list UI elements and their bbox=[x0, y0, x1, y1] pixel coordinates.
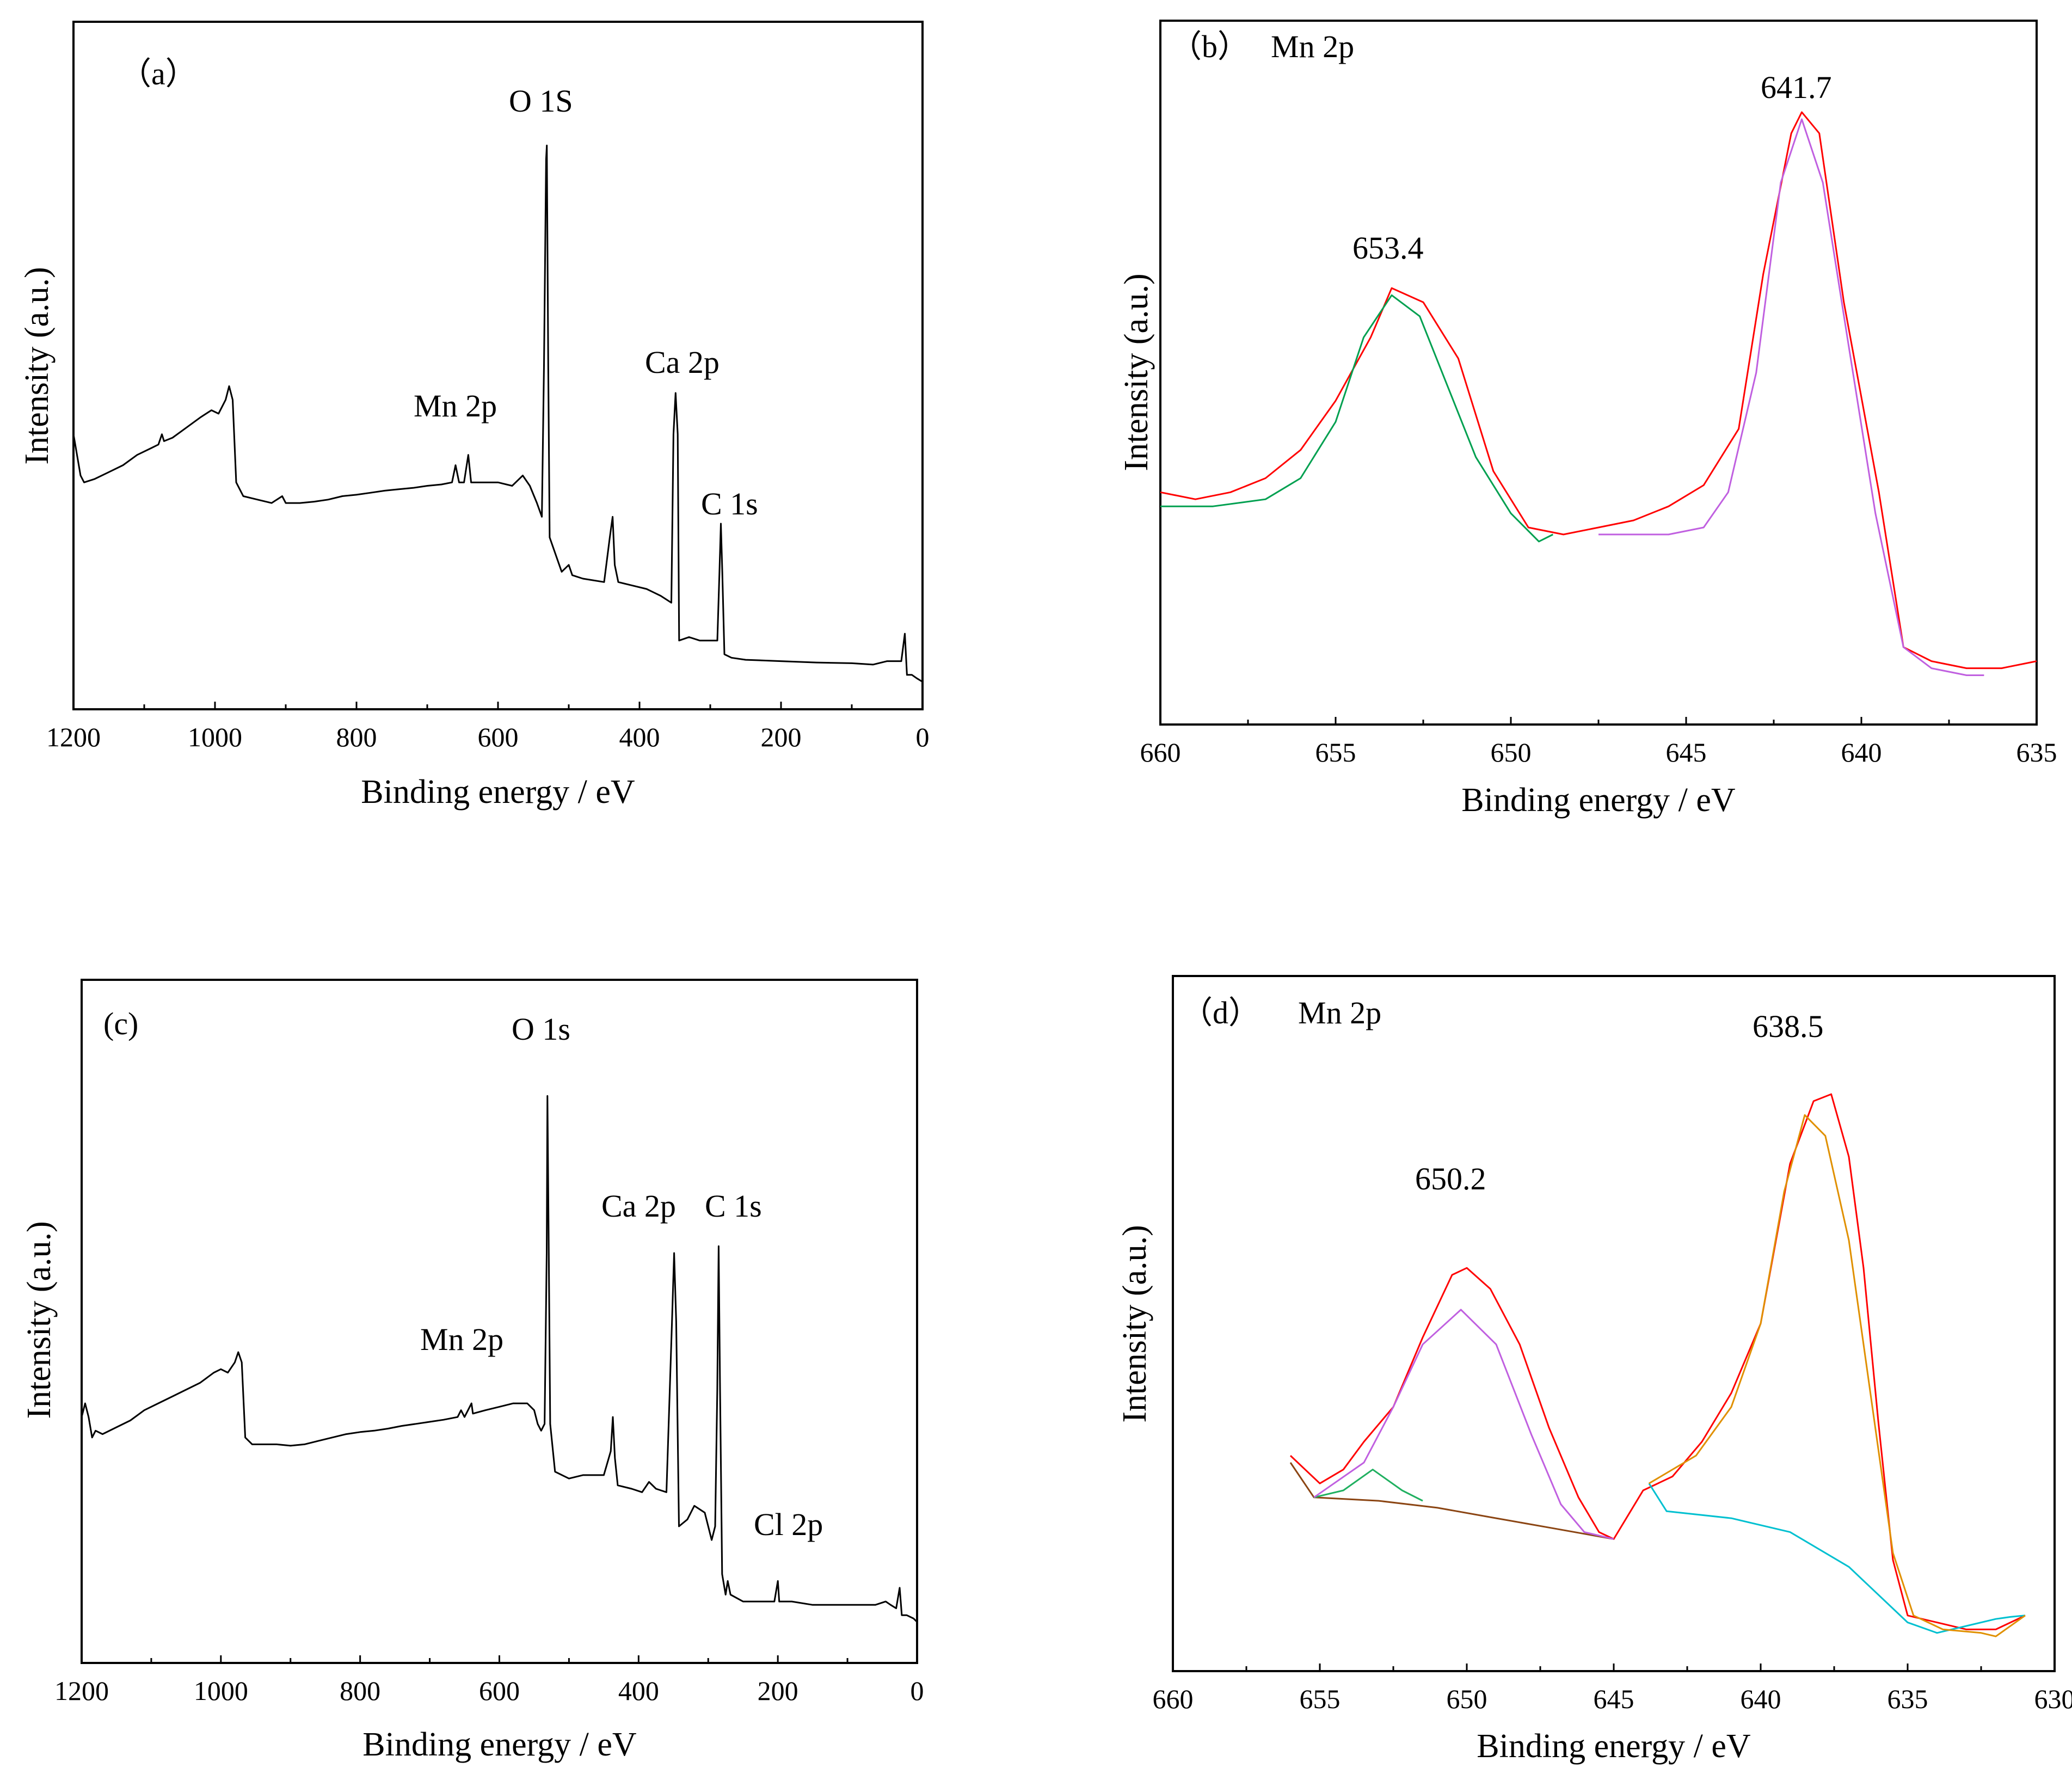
peak-label-638-5: 638.5 bbox=[1753, 1009, 1824, 1044]
x-tick-label: 660 bbox=[1140, 737, 1181, 768]
x-tick-label: 200 bbox=[758, 1675, 798, 1706]
x-axis-label: Binding energy / eV bbox=[361, 774, 635, 811]
peak-label-c1s: C 1s bbox=[705, 1188, 762, 1224]
series-line-background-1 bbox=[1289, 1462, 1614, 1540]
x-tick-label: 650 bbox=[1491, 737, 1532, 768]
peak-label-o1s: O 1S bbox=[509, 83, 573, 119]
x-tick-label: 635 bbox=[1887, 1684, 1928, 1714]
panel-d-mn2p-spectrum: 660 655 650 645 640 635 630 （d） Mn 2p 650.2 63… bbox=[1116, 975, 2072, 1765]
x-tick-label: 1000 bbox=[194, 1675, 248, 1706]
plot-frame bbox=[72, 21, 924, 710]
series-group bbox=[1289, 1093, 2026, 1637]
series-line-fit-653-4 bbox=[1313, 1469, 1423, 1502]
x-tick-label: 400 bbox=[618, 1675, 659, 1706]
panel-label: (c) bbox=[103, 1006, 138, 1041]
peak-label-653-4: 653.4 bbox=[1352, 230, 1424, 266]
x-tick-label: 660 bbox=[1153, 1684, 1194, 1714]
peak-label-mn2p: Mn 2p bbox=[420, 1322, 503, 1357]
x-tick-label: 640 bbox=[1841, 737, 1882, 768]
series-line-fit-653-4 bbox=[1160, 294, 1553, 543]
y-axis-label: Intensity (a.u.) bbox=[1116, 1225, 1153, 1422]
x-axis-ticks: 1200 1000 800 600 400 200 0 bbox=[54, 1655, 924, 1706]
x-tick-label: 645 bbox=[1666, 737, 1707, 768]
series-line-raw bbox=[1160, 111, 2037, 670]
x-tick-label: 655 bbox=[1300, 1684, 1341, 1714]
panel-label: （b） bbox=[1170, 29, 1249, 64]
plot-frame bbox=[1172, 975, 2056, 1672]
series-group bbox=[1160, 111, 2037, 676]
x-tick-label: 600 bbox=[479, 1675, 520, 1706]
x-tick-label: 0 bbox=[916, 722, 930, 752]
x-tick-label: 1200 bbox=[54, 1675, 109, 1706]
x-tick-label: 200 bbox=[761, 722, 802, 752]
peak-label-c1s: C 1s bbox=[701, 486, 758, 521]
x-tick-label: 645 bbox=[1594, 1684, 1634, 1714]
series-line-fit-650-2 bbox=[1313, 1309, 1614, 1540]
panel-title: Mn 2p bbox=[1271, 29, 1354, 64]
series-group bbox=[72, 144, 923, 683]
x-tick-label: 600 bbox=[478, 722, 519, 752]
y-axis-label: Intensity (a.u.) bbox=[19, 267, 56, 464]
panel-a-survey-spectrum: 1200 1000 800 600 400 200 0 （a） O 1S Ca 2p Mn … bbox=[19, 21, 930, 811]
panel-label: （d） bbox=[1181, 995, 1260, 1030]
x-tick-label: 655 bbox=[1315, 737, 1356, 768]
panel-c-survey-spectrum: 1200 1000 800 600 400 200 0 (c) O 1s Ca 2p C 1… bbox=[21, 979, 924, 1763]
series-line-raw bbox=[1289, 1093, 2026, 1630]
plot-frame bbox=[1159, 20, 2038, 726]
x-tick-label: 635 bbox=[2016, 737, 2057, 768]
series-line-background-2 bbox=[1648, 1483, 2026, 1634]
x-tick-label: 800 bbox=[336, 722, 377, 752]
series-line-survey bbox=[72, 144, 923, 683]
y-axis-label: Intensity (a.u.) bbox=[21, 1221, 58, 1419]
series-line-survey bbox=[81, 1095, 918, 1623]
y-axis-label: Intensity (a.u.) bbox=[1118, 273, 1155, 471]
peak-label-641-7: 641.7 bbox=[1761, 70, 1832, 105]
x-tick-label: 0 bbox=[911, 1675, 924, 1706]
panel-label: （a） bbox=[120, 56, 197, 91]
x-tick-label: 800 bbox=[340, 1675, 380, 1706]
x-axis-label: Binding energy / eV bbox=[1461, 782, 1736, 819]
series-group bbox=[81, 1095, 918, 1623]
x-tick-label: 1200 bbox=[46, 722, 101, 752]
x-axis-ticks: 660 655 650 645 640 635 630 bbox=[1153, 1663, 2072, 1714]
x-tick-label: 650 bbox=[1447, 1684, 1487, 1714]
x-tick-label: 1000 bbox=[188, 722, 242, 752]
peak-label-650-2: 650.2 bbox=[1415, 1161, 1486, 1196]
peak-label-mn2p: Mn 2p bbox=[414, 388, 497, 423]
x-axis-ticks: 1200 1000 800 600 400 200 0 bbox=[46, 702, 930, 752]
x-axis-label: Binding energy / eV bbox=[362, 1726, 637, 1763]
x-tick-label: 630 bbox=[2034, 1684, 2072, 1714]
series-line-fit-638-5 bbox=[1649, 1114, 2026, 1637]
peak-label-ca2p: Ca 2p bbox=[601, 1188, 676, 1224]
panel-b-mn2p-spectrum: 660 655 650 645 640 635 （b） Mn 2p 653.4 641.7… bbox=[1118, 20, 2057, 819]
x-tick-label: 400 bbox=[619, 722, 660, 752]
x-tick-label: 640 bbox=[1741, 1684, 1781, 1714]
x-axis-ticks: 660 655 650 645 640 635 bbox=[1140, 717, 2057, 768]
peak-label-ca2p: Ca 2p bbox=[645, 345, 720, 380]
panel-title: Mn 2p bbox=[1298, 995, 1381, 1030]
peak-label-o1s: O 1s bbox=[512, 1011, 570, 1047]
series-line-fit-641-7 bbox=[1598, 118, 1984, 676]
peak-label-cl2p: Cl 2p bbox=[754, 1507, 823, 1542]
x-axis-label: Binding energy / eV bbox=[1477, 1728, 1751, 1765]
